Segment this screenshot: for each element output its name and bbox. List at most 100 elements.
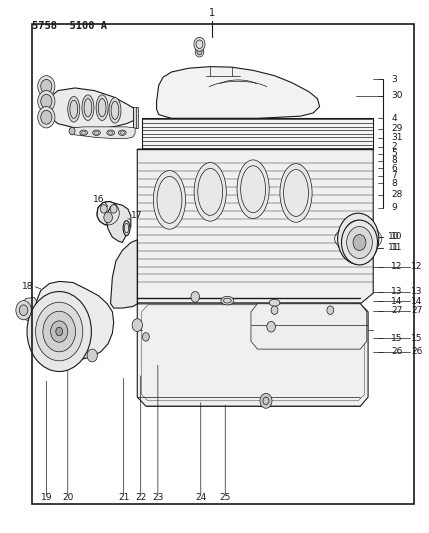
Polygon shape xyxy=(251,304,367,349)
Circle shape xyxy=(27,292,91,372)
Ellipse shape xyxy=(123,221,130,236)
Text: 9: 9 xyxy=(391,204,397,212)
Circle shape xyxy=(38,91,55,112)
Text: 14: 14 xyxy=(391,297,403,305)
Circle shape xyxy=(260,393,272,408)
Circle shape xyxy=(195,46,204,57)
Circle shape xyxy=(41,94,52,108)
Text: 11: 11 xyxy=(391,244,403,252)
Ellipse shape xyxy=(237,160,269,219)
Text: 4: 4 xyxy=(391,114,397,123)
Ellipse shape xyxy=(107,130,115,135)
Polygon shape xyxy=(142,118,373,149)
Text: 5758  5100 A: 5758 5100 A xyxy=(32,21,107,31)
Circle shape xyxy=(353,235,366,251)
Circle shape xyxy=(43,311,76,352)
Ellipse shape xyxy=(280,164,312,222)
Bar xyxy=(32,24,414,504)
Circle shape xyxy=(69,127,75,135)
Polygon shape xyxy=(111,240,137,308)
Ellipse shape xyxy=(93,130,100,135)
Text: 29: 29 xyxy=(391,125,403,133)
Polygon shape xyxy=(22,297,36,322)
Text: 17: 17 xyxy=(131,212,142,220)
Ellipse shape xyxy=(68,96,80,122)
Circle shape xyxy=(355,235,362,243)
Circle shape xyxy=(51,321,68,342)
Text: 15: 15 xyxy=(411,334,423,343)
Text: 6: 6 xyxy=(391,164,397,173)
Text: 12: 12 xyxy=(391,262,403,271)
Circle shape xyxy=(104,212,112,223)
Text: 18: 18 xyxy=(22,282,33,291)
Ellipse shape xyxy=(154,171,186,229)
Text: 20: 20 xyxy=(62,493,73,502)
Text: 8: 8 xyxy=(391,179,397,188)
Text: 2: 2 xyxy=(391,142,397,151)
Text: 21: 21 xyxy=(118,493,129,502)
Ellipse shape xyxy=(80,130,88,135)
Text: 10: 10 xyxy=(388,232,399,241)
Text: 3: 3 xyxy=(391,75,397,84)
Text: 24: 24 xyxy=(195,493,206,502)
Circle shape xyxy=(142,333,149,341)
Text: 13: 13 xyxy=(411,287,423,296)
Text: 26: 26 xyxy=(391,348,403,356)
Ellipse shape xyxy=(109,98,121,123)
Circle shape xyxy=(56,327,63,336)
Text: 27: 27 xyxy=(391,306,403,315)
Text: 16: 16 xyxy=(93,196,104,204)
Circle shape xyxy=(197,49,202,55)
Text: 8: 8 xyxy=(391,157,397,165)
Text: 7: 7 xyxy=(391,172,397,180)
Text: 1: 1 xyxy=(209,9,215,18)
Polygon shape xyxy=(106,204,131,243)
Text: 31: 31 xyxy=(391,133,403,142)
Circle shape xyxy=(100,205,107,213)
Polygon shape xyxy=(97,201,119,225)
Text: 25: 25 xyxy=(220,493,231,502)
Text: 12: 12 xyxy=(411,262,423,271)
Circle shape xyxy=(87,349,97,362)
Circle shape xyxy=(41,79,52,93)
Polygon shape xyxy=(137,149,373,308)
Circle shape xyxy=(194,37,205,51)
Circle shape xyxy=(341,220,378,265)
Circle shape xyxy=(41,110,52,124)
Circle shape xyxy=(36,302,83,361)
Circle shape xyxy=(343,220,373,257)
Ellipse shape xyxy=(82,95,94,120)
Ellipse shape xyxy=(221,296,234,305)
Circle shape xyxy=(191,292,199,302)
Circle shape xyxy=(350,228,367,249)
Circle shape xyxy=(19,305,28,316)
Text: 27: 27 xyxy=(411,306,423,315)
Ellipse shape xyxy=(118,130,126,135)
Circle shape xyxy=(38,76,55,97)
Text: 30: 30 xyxy=(391,92,403,100)
Circle shape xyxy=(110,205,117,213)
Polygon shape xyxy=(157,67,320,118)
Text: 22: 22 xyxy=(135,493,146,502)
Text: 14: 14 xyxy=(411,297,423,305)
Circle shape xyxy=(347,227,372,259)
Circle shape xyxy=(132,319,142,332)
Circle shape xyxy=(38,107,55,128)
Ellipse shape xyxy=(194,163,227,221)
Circle shape xyxy=(271,306,278,314)
Ellipse shape xyxy=(269,300,280,306)
Polygon shape xyxy=(48,88,137,129)
Polygon shape xyxy=(33,281,114,360)
Text: 15: 15 xyxy=(391,334,403,343)
Text: 23: 23 xyxy=(152,493,163,502)
Text: 13: 13 xyxy=(391,287,403,296)
Text: 19: 19 xyxy=(41,493,52,502)
Circle shape xyxy=(327,306,334,314)
Text: 10: 10 xyxy=(391,232,403,241)
Text: 26: 26 xyxy=(411,348,423,356)
Circle shape xyxy=(338,213,379,264)
Polygon shape xyxy=(71,127,135,139)
Text: 5: 5 xyxy=(391,149,397,158)
Text: 11: 11 xyxy=(388,244,399,252)
Circle shape xyxy=(16,301,31,320)
